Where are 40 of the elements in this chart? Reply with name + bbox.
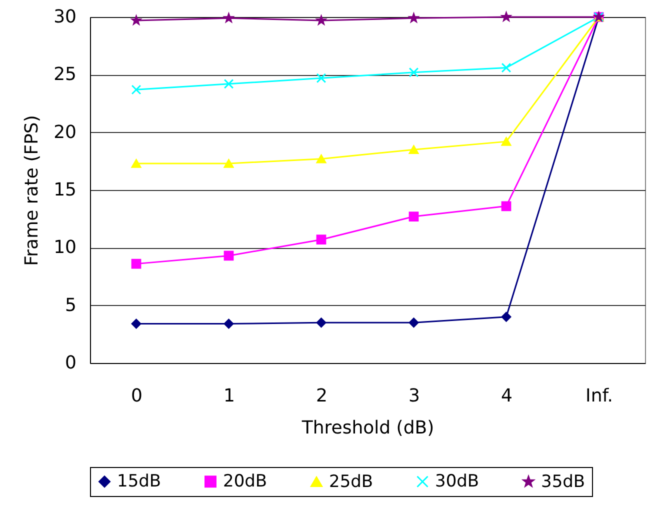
x-tick-label: Inf. (586, 386, 613, 406)
point (501, 62, 512, 73)
y-tick-label: 10 (54, 237, 76, 258)
y-tick-label: 0 (65, 352, 76, 374)
x-axis-title: Threshold (dB) (300, 418, 434, 438)
legend-label: 30dB (435, 472, 480, 492)
point (501, 137, 512, 146)
point (224, 159, 234, 168)
point (131, 84, 142, 95)
point (224, 78, 234, 89)
point (316, 234, 326, 245)
y-tick-label: 20 (54, 122, 76, 143)
legend-label: 35dB (541, 472, 586, 492)
point (131, 258, 142, 269)
point (501, 201, 512, 212)
point (316, 318, 326, 328)
x-tick-label: 1 (224, 386, 235, 406)
point (316, 154, 326, 164)
legend-label: 15dB (117, 472, 162, 492)
y-tick-label: 30 (54, 6, 76, 28)
legend-label: 20dB (223, 472, 268, 492)
point (224, 318, 234, 329)
y-axis-title: Frame rate (FPS) (22, 115, 43, 266)
point (501, 312, 512, 322)
point (408, 318, 419, 328)
point (408, 212, 419, 222)
legend-label: 25dB (329, 472, 374, 492)
y-tick-label: 5 (65, 294, 76, 316)
point (131, 159, 142, 168)
point (316, 73, 326, 84)
x-tick-label: 2 (316, 386, 328, 406)
y-tick-label: 15 (54, 180, 76, 200)
point (408, 145, 419, 154)
x-tick-label: 0 (131, 386, 142, 406)
x-tick-label: 3 (408, 386, 420, 406)
x-tick-label: 4 (501, 386, 512, 406)
point (131, 318, 142, 329)
y-tick-label: 25 (54, 64, 76, 86)
point (224, 250, 234, 261)
point (408, 67, 419, 78)
